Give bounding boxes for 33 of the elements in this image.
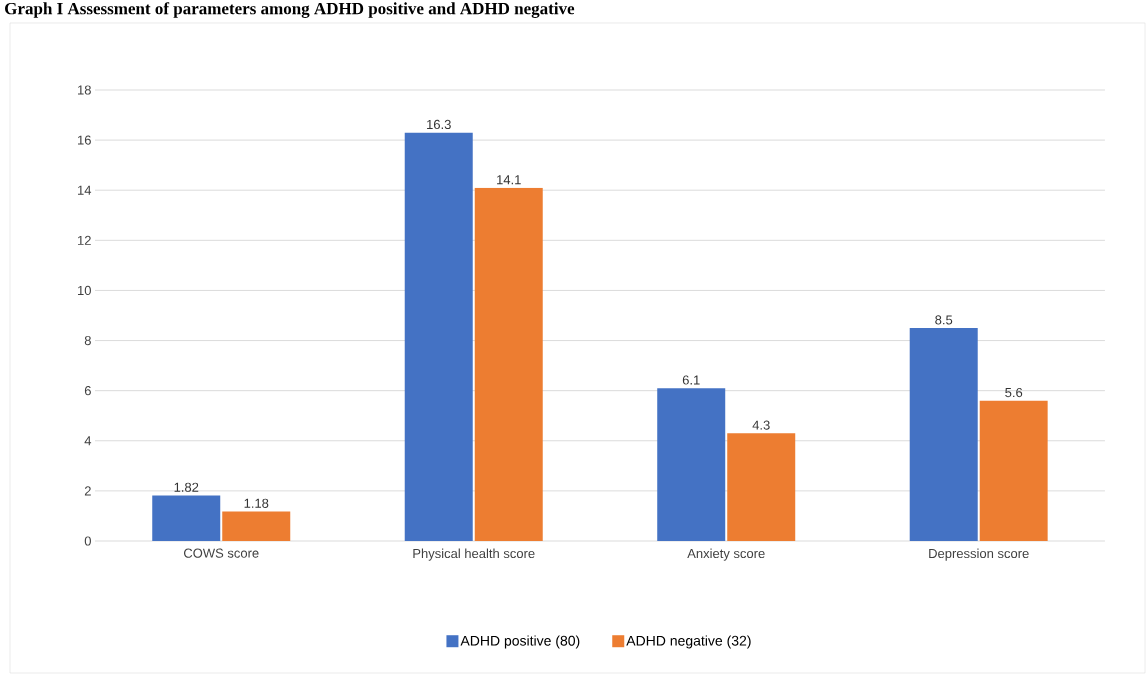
bar (657, 388, 726, 541)
bar (404, 132, 473, 541)
y-tick-label: 12 (78, 235, 91, 245)
data-label: 5.6 (1005, 387, 1023, 398)
bar (909, 328, 978, 541)
data-label: 4.3 (752, 420, 770, 430)
data-label: 14.1 (497, 175, 521, 185)
y-tick-label: 16 (78, 135, 91, 145)
data-label: 8.5 (935, 315, 953, 325)
y-tick-label: 0 (84, 536, 91, 546)
bar (152, 495, 221, 541)
x-tick-label: Physical health score (413, 548, 535, 561)
chart-title: Graph I Assessment of parameters among ADHD positive and ADHD negative (5, 2, 575, 18)
y-tick-label: 10 (78, 285, 91, 296)
x-tick-label: Anxiety score (687, 548, 765, 561)
y-tick-label: 4 (84, 436, 92, 446)
data-label: 6.1 (682, 375, 700, 385)
y-tick-label: 2 (84, 486, 91, 496)
y-tick-label: 8 (84, 335, 91, 346)
legend-label: ADHD positive (80) (460, 635, 580, 649)
legend-label: ADHD negative (32) (626, 635, 751, 649)
data-label: 1.18 (244, 498, 269, 508)
data-label: 16.3 (427, 119, 451, 130)
data-label: 1.82 (174, 482, 199, 492)
bar (979, 400, 1048, 541)
x-tick-label: COWS score (183, 548, 259, 558)
y-tick-label: 6 (84, 386, 91, 396)
bar (474, 187, 543, 541)
y-tick-label: 18 (78, 85, 91, 95)
x-tick-label: Depression score (929, 548, 1029, 561)
y-tick-label: 14 (78, 185, 92, 195)
bar (727, 433, 796, 541)
bar (222, 511, 291, 541)
